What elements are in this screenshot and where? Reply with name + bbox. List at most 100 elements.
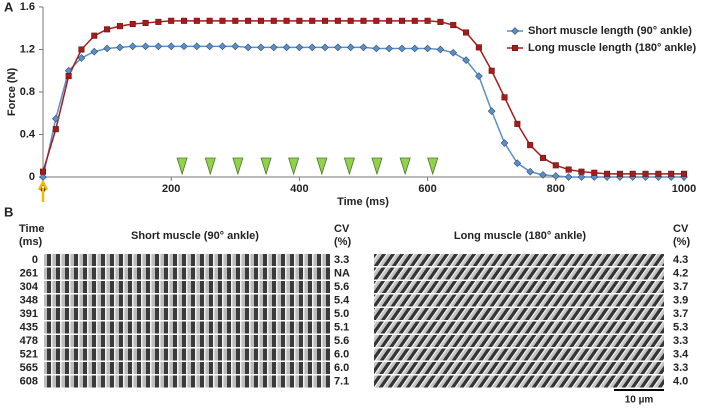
data-point — [129, 20, 136, 28]
data-point — [103, 44, 111, 53]
data-point — [450, 22, 457, 29]
image-time-marker — [204, 157, 216, 176]
data-point — [155, 18, 162, 25]
short-muscle-image — [44, 321, 330, 334]
image-time-marker — [399, 157, 411, 176]
image-time-marker — [343, 157, 355, 176]
data-point — [552, 162, 559, 169]
data-point — [347, 17, 354, 24]
data-point — [386, 17, 393, 24]
data-point — [218, 42, 227, 51]
data-point — [564, 173, 573, 181]
data-point — [578, 168, 585, 175]
data-point — [181, 17, 188, 24]
data-point — [245, 17, 252, 24]
row-time: 478 — [20, 335, 38, 347]
y-axis-title: Force (N) — [6, 68, 18, 117]
data-point — [52, 126, 59, 133]
data-point — [360, 17, 367, 24]
legend-marker — [511, 44, 519, 52]
image-time-marker — [288, 157, 300, 176]
data-point — [257, 43, 265, 52]
data-point — [257, 17, 264, 24]
data-point — [462, 56, 470, 64]
data-point — [539, 154, 547, 161]
data-point — [449, 48, 458, 57]
short-cv: 7.1 — [334, 375, 349, 387]
data-point — [231, 42, 240, 51]
y-tick-label: 1.2 — [20, 43, 35, 55]
short-muscle-image — [44, 294, 330, 307]
image-time-marker — [316, 157, 328, 176]
data-point — [385, 44, 393, 53]
long-muscle-image — [374, 308, 664, 320]
data-point — [334, 43, 342, 52]
data-point — [551, 172, 560, 180]
short-title: Short muscle (90° ankle) — [131, 230, 259, 242]
data-point — [167, 42, 176, 51]
data-point — [321, 43, 329, 52]
data-point — [668, 170, 675, 177]
data-point — [309, 17, 316, 24]
data-point — [487, 107, 496, 115]
data-point — [206, 17, 213, 24]
data-point — [500, 139, 509, 147]
long-cv: 4.0 — [673, 375, 688, 387]
data-point — [372, 44, 381, 53]
data-point — [193, 17, 200, 24]
long-muscle-image — [374, 321, 664, 334]
row-time: 435 — [20, 321, 38, 333]
short-cv: 5.6 — [334, 281, 349, 293]
image-time-marker — [260, 157, 272, 176]
short-cv: 5.4 — [334, 294, 350, 306]
data-point — [346, 43, 355, 52]
long-title: Long muscle (180° ankle) — [454, 230, 586, 242]
data-point — [282, 43, 291, 52]
row-time: 304 — [20, 281, 39, 293]
row-time: 608 — [20, 375, 38, 387]
long-muscle-image — [374, 362, 664, 374]
short-muscle-image — [44, 281, 330, 293]
image-panel: Time (ms) Short muscle (90° ankle) CV (%… — [19, 223, 690, 406]
short-muscle-image — [44, 267, 330, 280]
cv-header: (%) — [334, 236, 351, 248]
long-cv: 3.7 — [673, 308, 688, 320]
data-point — [423, 44, 432, 53]
short-cv: 5.0 — [334, 308, 349, 320]
long-muscle-image — [374, 281, 664, 293]
x-tick-label: 800 — [547, 183, 565, 195]
data-point — [565, 166, 572, 173]
data-point — [577, 173, 586, 181]
data-point — [642, 170, 649, 177]
panel-label: A — [4, 0, 14, 14]
row-time: 565 — [20, 362, 38, 374]
data-point — [51, 114, 60, 123]
short-cv: 3.3 — [334, 254, 349, 266]
row-time: 391 — [20, 308, 38, 320]
data-point — [180, 42, 188, 51]
data-point — [91, 32, 98, 39]
long-muscle-image — [374, 294, 664, 307]
data-point — [488, 67, 495, 74]
short-muscle-image — [44, 375, 330, 388]
row-time: 521 — [20, 348, 38, 360]
data-point — [526, 167, 534, 176]
data-point — [90, 47, 99, 56]
data-point — [142, 19, 149, 26]
long-cv: 5.3 — [673, 321, 688, 333]
row-time: 348 — [20, 294, 38, 306]
image-time-marker — [371, 157, 383, 176]
data-point — [655, 170, 662, 177]
data-point — [116, 43, 124, 52]
short-muscle-image — [44, 348, 330, 361]
data-point — [591, 169, 598, 176]
data-point — [463, 29, 470, 36]
data-point — [232, 17, 239, 24]
time-header: (ms) — [19, 236, 43, 248]
image-time-marker — [232, 157, 244, 176]
data-point — [359, 43, 368, 52]
data-point — [501, 94, 508, 101]
data-point — [680, 170, 688, 177]
short-muscle-image — [44, 362, 330, 374]
data-point — [373, 17, 380, 24]
